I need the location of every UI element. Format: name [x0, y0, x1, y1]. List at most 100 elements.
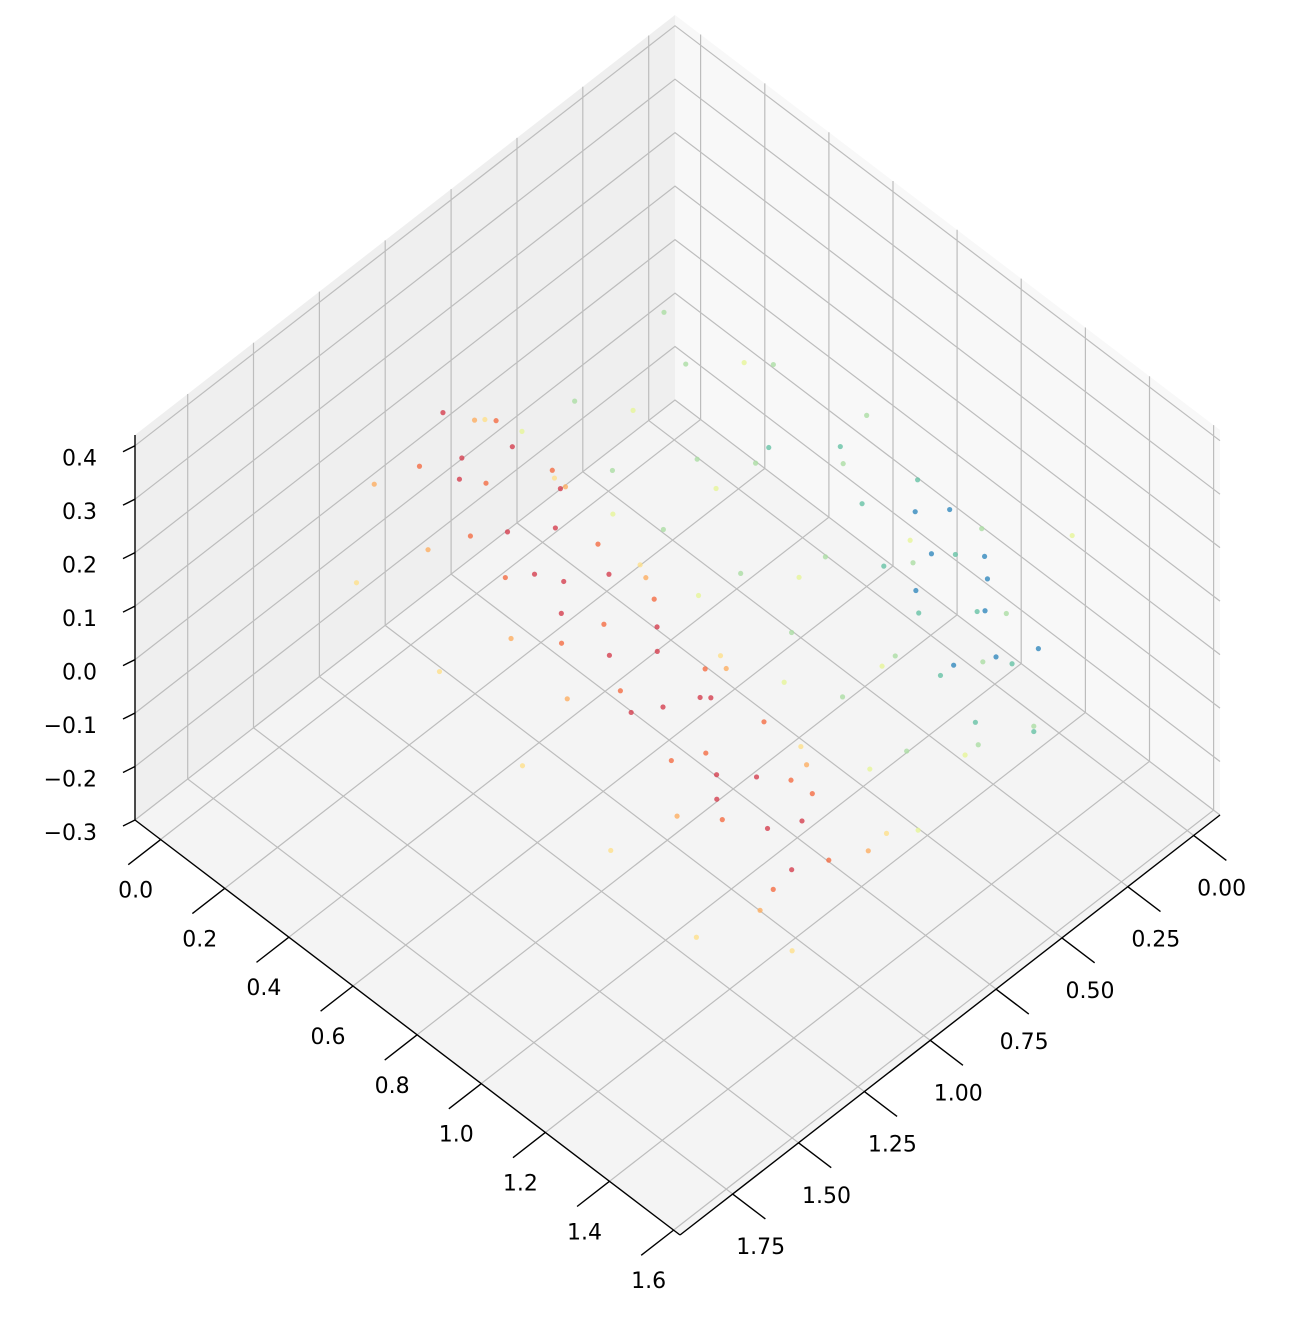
z-tick — [122, 819, 136, 827]
z-tick — [122, 552, 136, 560]
point — [519, 763, 526, 769]
point — [837, 443, 843, 450]
x-tick — [256, 936, 290, 963]
point — [839, 694, 846, 700]
point — [660, 526, 666, 533]
point — [674, 813, 680, 819]
z-tick-label: 0.2 — [62, 554, 97, 579]
point — [928, 551, 935, 557]
point — [609, 467, 616, 474]
x-tick — [576, 1180, 610, 1208]
point — [702, 666, 708, 672]
point — [713, 772, 720, 778]
point — [425, 547, 431, 553]
point — [654, 624, 660, 630]
point — [459, 455, 465, 461]
point — [770, 361, 776, 368]
point — [660, 704, 666, 710]
y-tick-label: 1.25 — [868, 1133, 917, 1158]
y-axis — [679, 814, 1221, 1236]
point — [796, 574, 802, 580]
point — [864, 412, 870, 418]
y-tick — [1127, 886, 1161, 913]
point — [564, 696, 570, 702]
point — [558, 640, 565, 646]
point — [972, 719, 978, 725]
x-tick — [384, 1034, 418, 1061]
x-tick-label: 1.4 — [567, 1220, 602, 1245]
point — [549, 467, 555, 473]
point — [467, 533, 474, 539]
point — [879, 663, 885, 669]
point — [708, 695, 714, 701]
z-tick-label: 0.1 — [62, 607, 97, 632]
point — [993, 654, 999, 660]
point — [753, 774, 760, 780]
point — [717, 653, 724, 659]
z-tick-label: −0.2 — [44, 768, 97, 793]
grids — [134, 24, 1221, 1231]
y-tick — [863, 1091, 898, 1118]
z-tick-label: −0.1 — [44, 714, 97, 739]
point — [789, 948, 795, 954]
point — [456, 476, 463, 482]
grid-line — [134, 78, 1221, 500]
point — [881, 563, 887, 569]
point — [552, 525, 558, 531]
point — [504, 529, 511, 535]
right-pane — [675, 15, 1220, 815]
point — [508, 635, 514, 642]
point — [766, 444, 772, 451]
point — [826, 857, 832, 863]
point — [628, 709, 634, 716]
point — [713, 485, 719, 492]
x-tick-label: 0.8 — [375, 1074, 410, 1099]
point — [757, 907, 763, 913]
z-tick — [122, 498, 136, 506]
point — [907, 537, 913, 543]
point — [913, 587, 919, 594]
y-tick — [1061, 937, 1096, 964]
grid-line — [134, 292, 1221, 714]
point — [551, 475, 558, 481]
point — [697, 694, 703, 701]
point — [558, 610, 564, 616]
y-tick-label: 0.75 — [1000, 1030, 1049, 1055]
point — [798, 743, 804, 750]
point — [661, 309, 667, 315]
x-tick — [512, 1131, 546, 1159]
point — [803, 762, 810, 768]
x-tick-label: 0.2 — [182, 927, 217, 952]
point — [809, 791, 815, 797]
point — [738, 570, 744, 577]
point — [643, 575, 649, 581]
point — [606, 652, 613, 658]
point — [654, 648, 660, 655]
point — [789, 867, 795, 873]
x-tick-label: 1.2 — [503, 1171, 538, 1196]
grid-line — [134, 399, 1221, 821]
grid-line — [134, 131, 1221, 554]
x-tick — [127, 838, 162, 866]
point — [630, 407, 636, 413]
point — [962, 752, 968, 758]
z-tick — [122, 765, 136, 774]
point — [519, 428, 525, 434]
z-tick — [122, 658, 136, 667]
point — [714, 796, 720, 802]
x-tick-label: 0.4 — [246, 976, 281, 1001]
point — [371, 481, 377, 487]
point — [606, 571, 612, 577]
point — [723, 665, 729, 672]
point — [979, 526, 985, 532]
point — [562, 484, 569, 490]
point — [770, 886, 776, 892]
point — [694, 456, 700, 462]
y-tick — [1193, 834, 1227, 861]
point — [703, 750, 709, 756]
point — [651, 596, 657, 602]
point — [493, 418, 499, 424]
x-tick — [448, 1083, 482, 1110]
x-tick-label: 1.0 — [439, 1123, 474, 1148]
